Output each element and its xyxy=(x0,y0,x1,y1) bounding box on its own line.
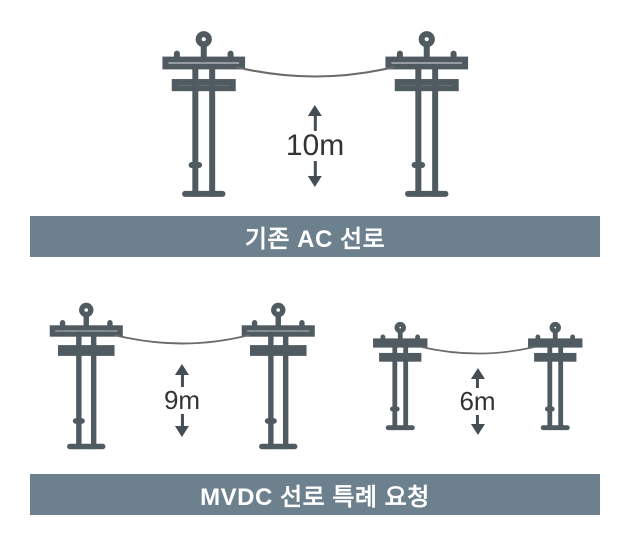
wire-icon xyxy=(115,333,250,356)
bottom-diagram: 9m xyxy=(30,287,600,465)
label-bar-top: 기존 AC 선로 xyxy=(30,216,600,257)
label-bottom-text: MVDC 선로 특례 요청 xyxy=(200,477,430,512)
arrow-up-icon xyxy=(308,105,322,116)
measure-label: 9m xyxy=(164,385,200,416)
measure-label: 6m xyxy=(459,386,495,417)
measure-label: 10m xyxy=(286,129,344,163)
arrow-down-icon xyxy=(471,424,485,435)
tower-icon xyxy=(525,321,586,431)
tower-icon xyxy=(237,301,320,451)
measurement: 9m xyxy=(156,364,208,437)
arrow-up-icon xyxy=(175,364,189,375)
arrow-down-icon xyxy=(175,426,189,437)
tower-icon xyxy=(370,321,431,431)
tower-pair-bottom-1: 9m xyxy=(45,301,320,451)
tower-icon xyxy=(157,29,251,199)
tower-pair-bottom-2: 6m xyxy=(370,321,586,431)
wire-icon xyxy=(421,345,534,364)
label-bar-bottom: MVDC 선로 특례 요청 xyxy=(30,474,600,515)
top-diagram: 10m xyxy=(30,20,600,208)
measurement: 6m xyxy=(451,368,503,435)
measurement: 10m xyxy=(278,105,352,187)
wire-icon xyxy=(236,65,394,90)
arrow-down-icon xyxy=(308,176,322,187)
tower-icon xyxy=(380,29,474,199)
arrow-up-icon xyxy=(471,368,485,379)
tower-icon xyxy=(45,301,128,451)
label-top-text: 기존 AC 선로 xyxy=(245,219,385,254)
tower-pair-top: 10m xyxy=(157,29,474,199)
